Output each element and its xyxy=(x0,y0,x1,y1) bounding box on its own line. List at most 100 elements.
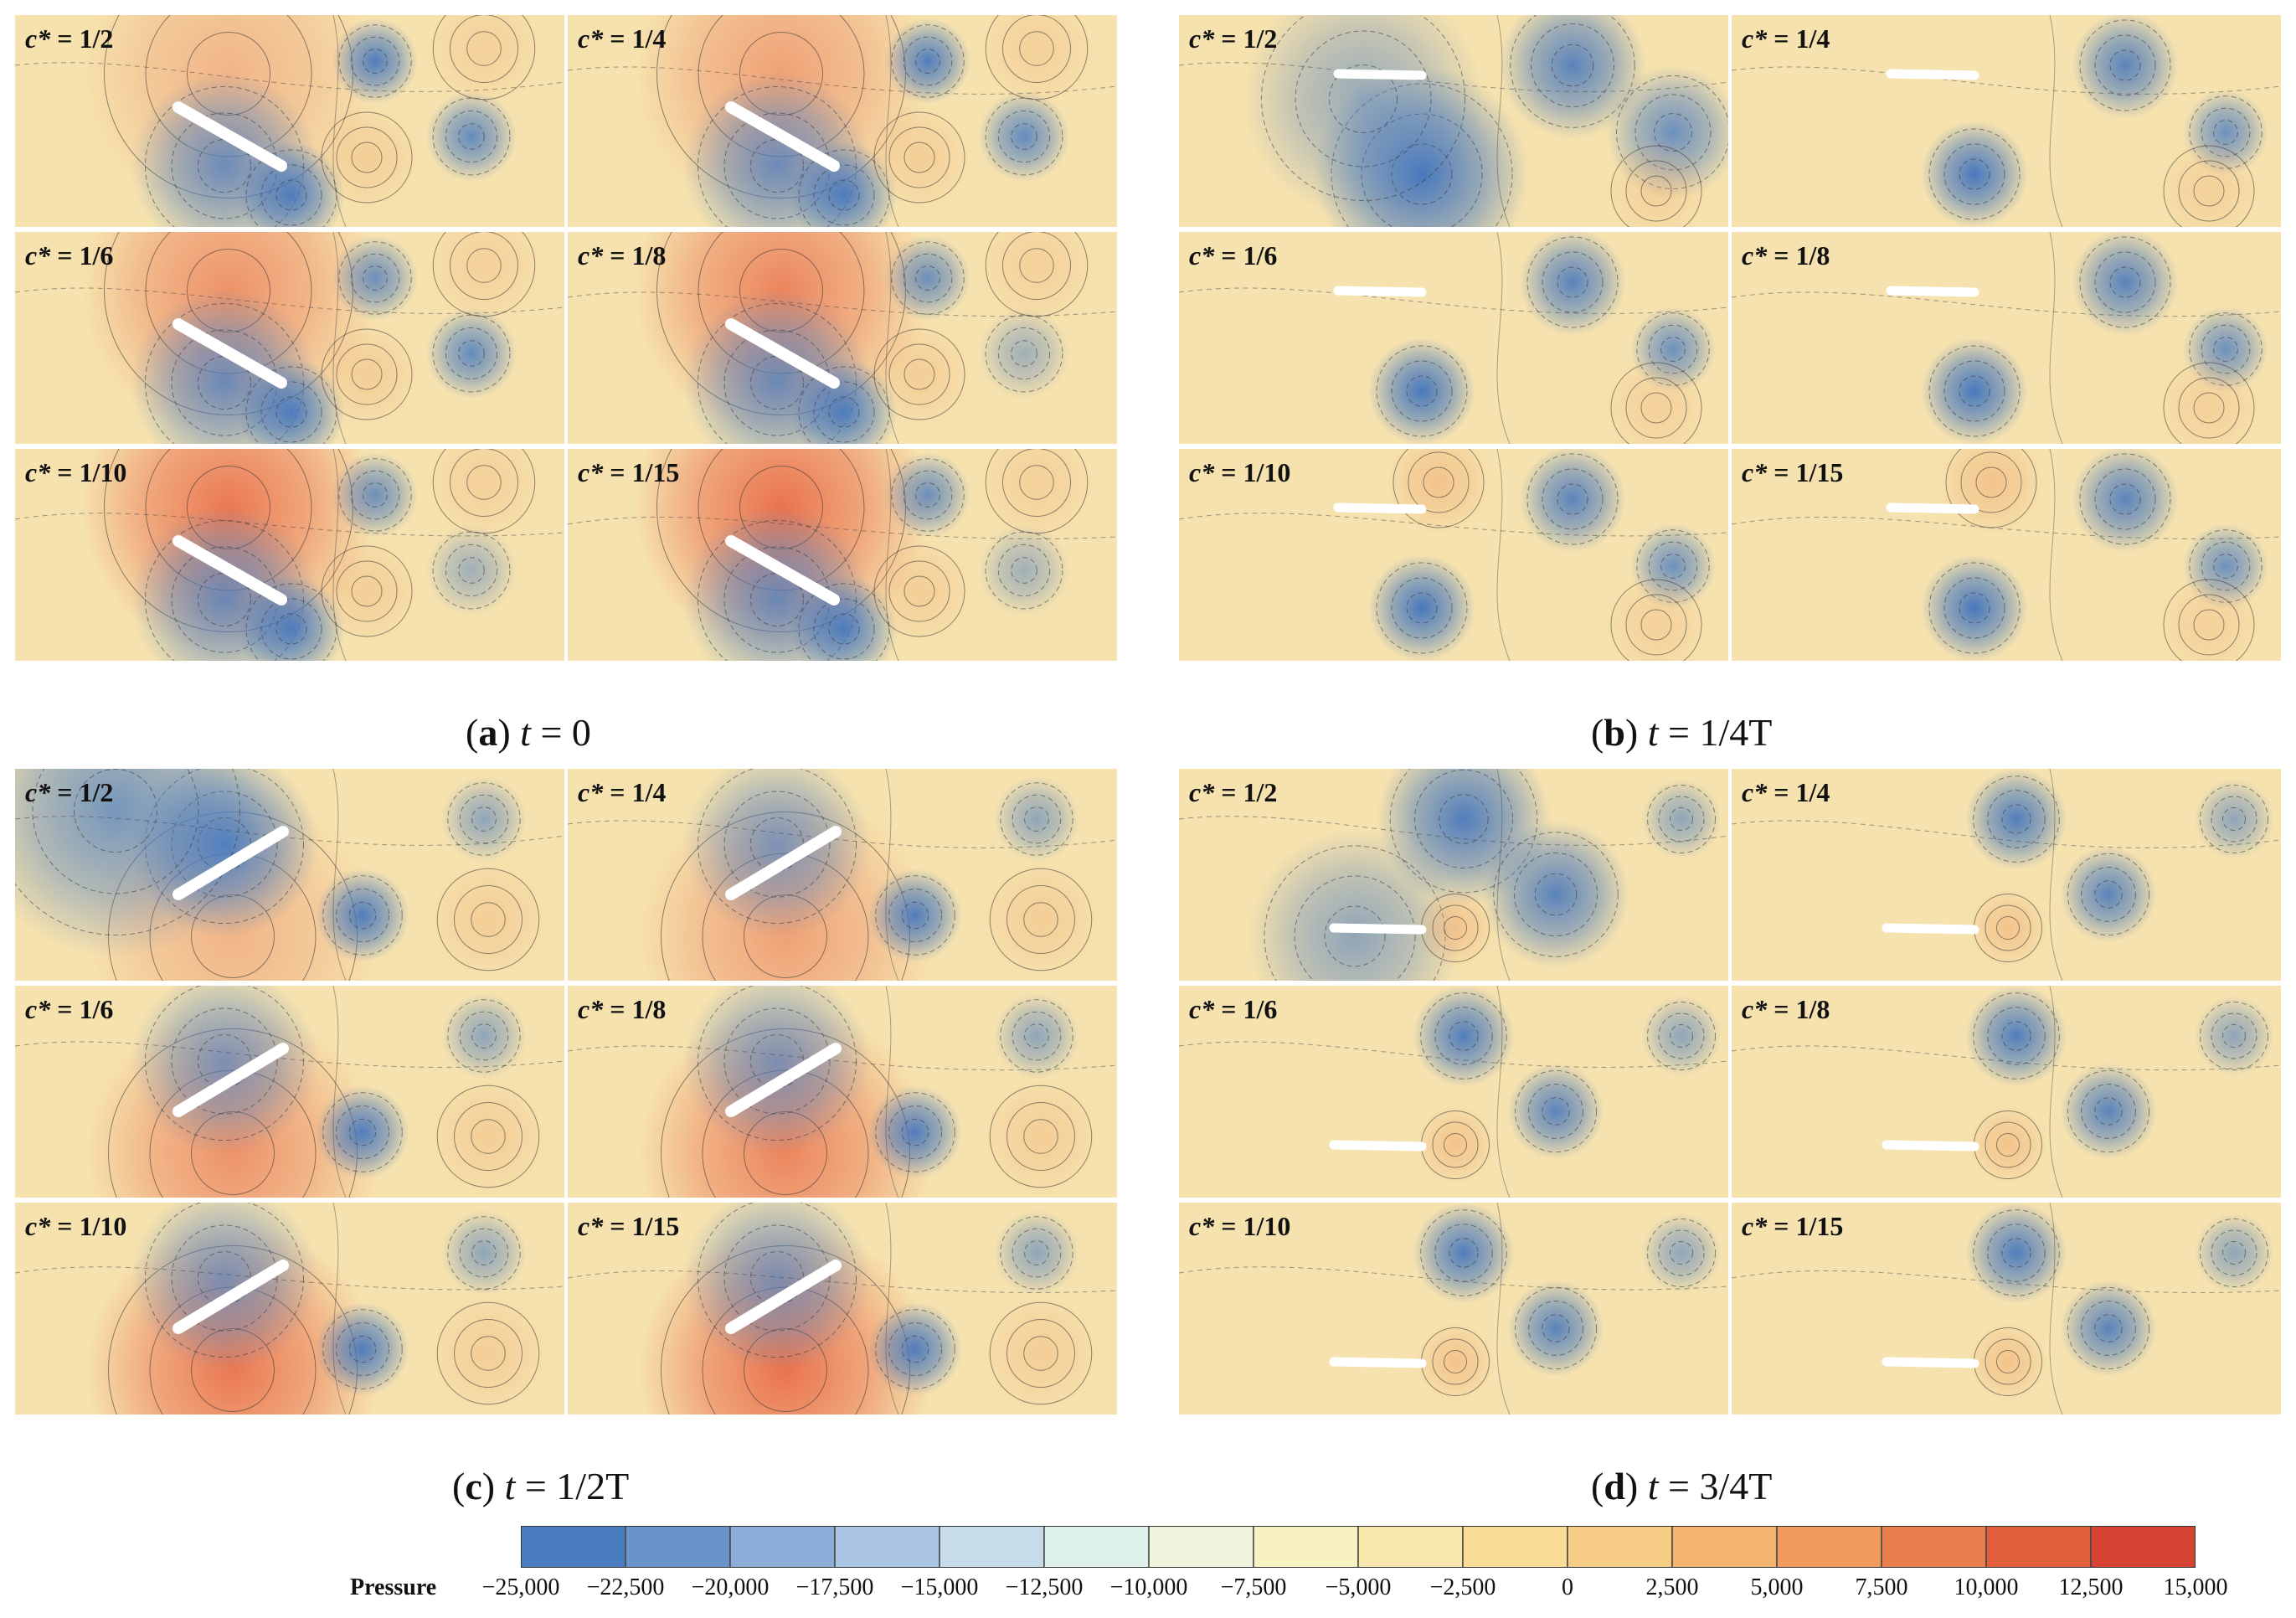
colorbar-title: Pressure xyxy=(350,1574,437,1600)
contour-line xyxy=(1610,145,1702,227)
contour-line xyxy=(1329,64,1398,133)
panel-label-variable: c* xyxy=(25,23,51,54)
contour-panel: c* = 1/6 xyxy=(1179,232,1728,444)
contour-line xyxy=(1261,15,1465,201)
contour-line xyxy=(2049,15,2063,227)
contour-line xyxy=(445,327,498,380)
contour-line xyxy=(1002,232,1071,300)
airfoil xyxy=(172,101,287,172)
contour-line xyxy=(985,15,1089,100)
contour-line xyxy=(1959,592,1990,624)
contour-line xyxy=(1928,562,2021,654)
pressure-high-region xyxy=(1415,1105,1495,1185)
contour-line xyxy=(888,1105,942,1159)
contour-line xyxy=(1973,776,2060,863)
pressure-high-region xyxy=(424,449,544,543)
contour-line xyxy=(1179,62,1728,92)
contour-line xyxy=(1179,816,1728,846)
contour-line xyxy=(1526,236,1619,328)
contour-line xyxy=(2094,1314,2123,1342)
colorbar-tick-label: −7,500 xyxy=(1220,1574,1287,1600)
contour-line xyxy=(903,142,935,173)
contour-line xyxy=(1647,1002,1716,1070)
contour-line xyxy=(466,465,502,500)
contour-line xyxy=(15,1041,564,1068)
airfoil xyxy=(1882,923,1979,935)
vortex-core xyxy=(1482,821,1629,968)
contour-line xyxy=(322,1092,403,1172)
suction-region xyxy=(15,769,263,958)
pressure-high-region xyxy=(976,15,1097,109)
panel-label-variable: c* xyxy=(1189,1211,1215,1241)
caption-variable: t xyxy=(504,1465,516,1507)
contour-line xyxy=(1987,1007,2046,1065)
panel-label: c* = 1/2 xyxy=(25,23,113,54)
contour-line xyxy=(2067,853,2150,936)
pressure-high-region xyxy=(313,538,420,645)
contour-line xyxy=(348,901,377,930)
caption-value: = 1/4T xyxy=(1668,711,1773,754)
pressure-high-region xyxy=(428,1076,548,1197)
contour-line xyxy=(2049,986,2063,1198)
panel-label-value: = 1/15 xyxy=(1773,457,1844,487)
contour-line xyxy=(997,544,1051,597)
contour-line xyxy=(1006,1319,1075,1388)
contour-line xyxy=(1943,360,2005,422)
airfoil xyxy=(725,535,840,605)
contour-line xyxy=(1732,66,2281,95)
contour-line xyxy=(145,986,304,1141)
contour-line xyxy=(447,999,521,1073)
pressure-high-region xyxy=(1385,449,1492,536)
pressure-field xyxy=(15,15,564,227)
contour-line xyxy=(989,868,1093,971)
panel-label-variable: c* xyxy=(1742,994,1768,1024)
panel-label: c* = 1/10 xyxy=(1189,457,1290,488)
contour-line xyxy=(1496,1203,1511,1414)
contour-line xyxy=(1496,449,1511,661)
contour-line xyxy=(901,1118,929,1147)
panel-label-variable: c* xyxy=(25,777,51,807)
contour-line xyxy=(568,517,1117,539)
panel-label-value: = 1/2 xyxy=(57,777,114,807)
contour-line xyxy=(2211,1229,2257,1276)
contour-line xyxy=(888,126,950,188)
pressure-field xyxy=(15,232,564,444)
pressure-field xyxy=(1732,769,2281,981)
contour-line xyxy=(813,164,875,226)
vortex-core xyxy=(1413,1203,1515,1304)
contour-line xyxy=(1528,1301,1583,1356)
contour-line xyxy=(2081,1301,2136,1356)
contour-line xyxy=(698,986,857,1141)
panel-label: c* = 1/6 xyxy=(1189,240,1277,271)
contour-line xyxy=(432,232,536,317)
contour-line xyxy=(891,458,965,532)
panel-label: c* = 1/10 xyxy=(1189,1211,1290,1242)
contour-panel: c* = 1/4 xyxy=(1732,15,2281,227)
panel-label: c* = 1/15 xyxy=(1742,457,1843,488)
contour-line xyxy=(260,164,322,226)
contour-line xyxy=(2094,468,2156,530)
panel-label-variable: c* xyxy=(1189,777,1215,807)
vortex-core xyxy=(978,524,1070,616)
contour-line xyxy=(1002,15,1071,83)
contour-line xyxy=(447,1216,521,1290)
pressure-field xyxy=(568,986,1117,1198)
contour-line xyxy=(445,544,498,597)
contour-line xyxy=(332,1203,347,1414)
contour-line xyxy=(1496,769,1511,981)
contour-line xyxy=(145,1203,304,1358)
contour-line xyxy=(2049,449,2063,661)
contour-line xyxy=(1625,594,1687,656)
pressure-high-region xyxy=(424,232,544,326)
panel-label-variable: c* xyxy=(578,994,604,1024)
subfigure-caption: (d) t = 3/4T xyxy=(1591,1465,1773,1507)
colorbar xyxy=(521,1526,2196,1568)
contour-line xyxy=(1000,999,1073,1073)
contour-line xyxy=(1439,794,1489,844)
panel-label-value: = 1/2 xyxy=(57,23,114,54)
contour-line xyxy=(2178,594,2240,656)
colorbar-band xyxy=(521,1526,626,1568)
contour-line xyxy=(336,560,398,622)
contour-line xyxy=(1019,248,1054,283)
contour-line xyxy=(903,36,953,86)
